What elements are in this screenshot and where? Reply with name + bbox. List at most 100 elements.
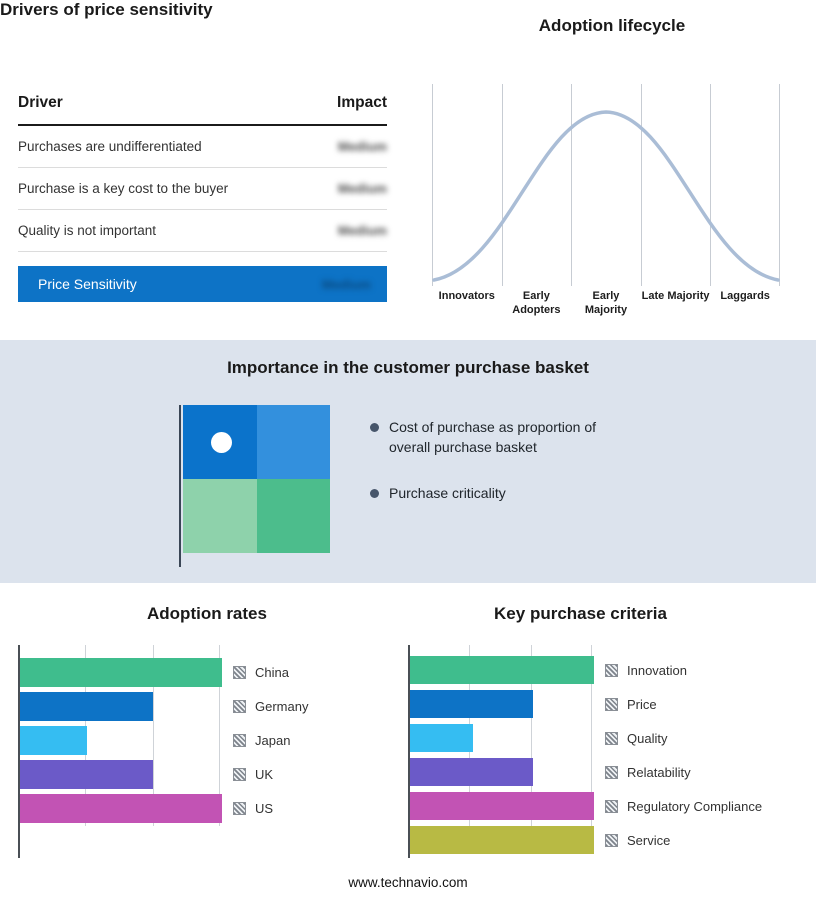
- bar-us: [20, 794, 222, 823]
- legend-swatch-icon: [605, 765, 618, 779]
- bar-innovation: [410, 656, 594, 684]
- bar-quality: [410, 724, 473, 752]
- bullet-text: Purchase criticality: [389, 485, 506, 502]
- legend-swatch-icon: [605, 833, 618, 847]
- drivers-table: Driver Impact Purchases are undifferenti…: [18, 94, 387, 302]
- list-item: Cost of purchase as proportion of overal…: [370, 418, 638, 457]
- legend-item-japan: Japan: [233, 726, 290, 755]
- table-row: Purchases are undifferentiated Medium: [18, 126, 387, 168]
- bar-germany: [20, 692, 154, 721]
- driver-label: Purchase is a key cost to the buyer: [18, 181, 229, 196]
- quadrant-top-right: [256, 405, 330, 479]
- lifecycle-stage-labels: Innovators Early Adopters Early Majority…: [432, 290, 780, 318]
- stage-label-late-majority: Late Majority: [641, 290, 710, 302]
- legend-label: Innovation: [627, 662, 687, 678]
- adoption-rates-chart-plot: [18, 645, 222, 858]
- gridline: [530, 645, 532, 826]
- legend-item-uk: UK: [233, 760, 273, 789]
- stage-label-early-adopters: Early Adopters: [512, 290, 561, 316]
- quadrant-bottom-right: [256, 479, 330, 553]
- legend-label: Japan: [255, 733, 291, 748]
- stage-label-laggards: Laggards: [720, 290, 770, 302]
- legend-item-us: US: [233, 794, 273, 823]
- quadrant-top-left: [183, 405, 257, 479]
- gridline: [710, 84, 712, 286]
- legend-swatch-icon: [233, 666, 246, 679]
- legend-label: Quality: [627, 730, 668, 746]
- column-header-impact: Impact: [337, 94, 387, 111]
- impact-value-redacted: Medium: [321, 276, 371, 292]
- bullet-text: Cost of purchase as proportion of overal…: [389, 419, 597, 455]
- price-sensitivity-label: Price Sensitivity: [38, 276, 137, 292]
- adoption-rates-title: Adoption rates: [147, 604, 267, 623]
- bell-curve-graphic: [432, 110, 780, 282]
- matrix-axis-line: [179, 405, 181, 567]
- legend-item-quality: Quality: [605, 724, 667, 752]
- bullet-icon: [370, 489, 379, 499]
- basket-panel-title: Importance in the customer purchase bask…: [227, 358, 589, 377]
- basket-bullet-list: Cost of purchase as proportion of overal…: [370, 418, 638, 531]
- legend-label: Regulatory Compliance: [627, 798, 763, 814]
- price-sensitivity-row: Price Sensitivity Medium: [18, 266, 387, 302]
- legend-item-regulatory-compliance: Regulatory Compliance: [605, 792, 762, 820]
- legend-label: UK: [255, 767, 274, 782]
- legend-label: Germany: [255, 699, 309, 714]
- legend-swatch-icon: [233, 700, 246, 713]
- legend-swatch-icon: [605, 697, 618, 711]
- gridline: [779, 84, 780, 286]
- key-purchase-criteria-chart-plot: [408, 645, 594, 858]
- table-row: Quality is not important Medium: [18, 210, 387, 252]
- key-purchase-criteria-title: Key purchase criteria: [494, 604, 667, 623]
- impact-value-redacted: Medium: [337, 223, 387, 238]
- driver-label: Purchases are undifferentiated: [18, 139, 202, 154]
- quadrant-grid: [183, 405, 330, 553]
- y-axis-line: [18, 645, 20, 858]
- lifecycle-panel-title: Adoption lifecycle: [538, 16, 686, 35]
- impact-value-redacted: Medium: [337, 139, 387, 154]
- stage-label-early-majority: Early Majority: [584, 290, 628, 316]
- legend-swatch-icon: [605, 799, 618, 813]
- gridline: [219, 645, 220, 826]
- lifecycle-chart: Innovators Early Adopters Early Majority…: [432, 84, 780, 316]
- position-marker-dot: [211, 432, 232, 453]
- website-link[interactable]: www.technavio.com: [348, 875, 468, 890]
- impact-value-redacted: Medium: [337, 181, 387, 196]
- legend-label: Service: [627, 832, 671, 848]
- column-header-driver: Driver: [18, 94, 63, 111]
- gridline: [152, 645, 154, 826]
- bar-china: [20, 658, 222, 687]
- quadrant-bottom-left: [183, 479, 257, 553]
- list-item: Purchase criticality: [370, 484, 638, 504]
- gridline: [591, 645, 592, 826]
- legend-item-innovation: Innovation: [605, 656, 687, 684]
- legend-item-relatability: Relatability: [605, 758, 691, 786]
- legend-swatch-icon: [233, 734, 246, 747]
- gridline: [640, 84, 642, 286]
- bar-service: [410, 826, 594, 854]
- bar-japan: [20, 726, 87, 755]
- legend-item-china: China: [233, 658, 289, 687]
- quadrant-matrix: [179, 405, 330, 567]
- bullet-icon: [370, 423, 379, 432]
- y-axis-line: [408, 645, 410, 858]
- gridline: [571, 84, 573, 286]
- stage-label-innovators: Innovators: [438, 290, 495, 302]
- legend-label: US: [255, 801, 274, 816]
- legend-label: Relatability: [627, 764, 691, 780]
- bar-relatability: [410, 758, 534, 786]
- purchase-basket-section: Importance in the customer purchase bask…: [0, 340, 816, 583]
- legend-swatch-icon: [233, 768, 246, 781]
- legend-item-price: Price: [605, 690, 657, 718]
- bar-regulatory-compliance: [410, 792, 594, 820]
- drivers-panel-title: Drivers of price sensitivity: [0, 0, 213, 19]
- gridline: [432, 84, 433, 286]
- driver-label: Quality is not important: [18, 223, 157, 238]
- legend-swatch-icon: [605, 731, 618, 745]
- bar-uk: [20, 760, 154, 789]
- gridline: [501, 84, 503, 286]
- legend-label: Price: [627, 696, 657, 712]
- bar-price: [410, 690, 534, 718]
- drivers-table-header: Driver Impact: [18, 94, 387, 126]
- legend-item-service: Service: [605, 826, 670, 854]
